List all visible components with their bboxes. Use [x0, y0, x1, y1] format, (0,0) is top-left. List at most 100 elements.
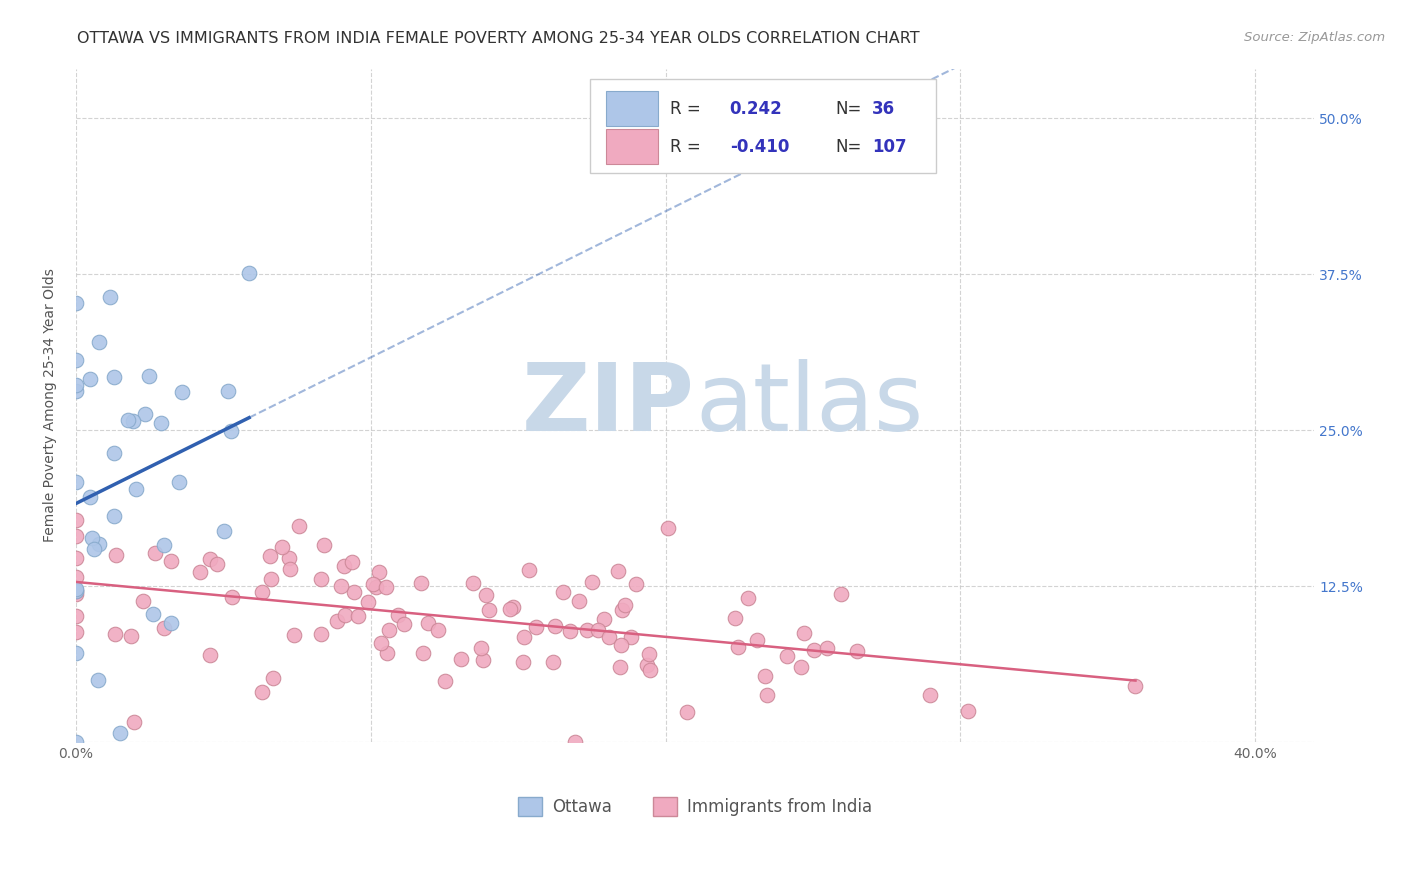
Text: N=: N=: [835, 137, 862, 155]
Point: [512, 630, 534, 644]
Point: [65, 378, 87, 392]
Point: [524, 620, 547, 634]
Point: [620, 630, 643, 644]
Point: [745, 633, 768, 648]
Point: [543, 655, 565, 669]
Point: [283, 628, 305, 642]
Point: [122, 715, 145, 730]
Point: [83, 542, 105, 557]
Point: [340, 555, 363, 569]
Point: [65, 512, 87, 526]
Point: [271, 540, 294, 554]
Point: [551, 584, 574, 599]
Text: OTTAWA VS IMMIGRANTS FROM INDIA FEMALE POVERTY AMONG 25-34 YEAR OLDS CORRELATION: OTTAWA VS IMMIGRANTS FROM INDIA FEMALE P…: [77, 31, 920, 46]
Text: ZIP: ZIP: [522, 359, 695, 451]
Point: [65, 582, 87, 596]
Point: [87, 673, 110, 687]
Point: [470, 640, 492, 655]
Text: N=: N=: [835, 100, 862, 118]
Point: [517, 563, 540, 577]
Point: [65, 646, 87, 660]
Point: [108, 726, 131, 740]
Point: [756, 688, 779, 702]
Point: [366, 580, 388, 594]
Point: [150, 417, 173, 431]
Point: [65, 608, 87, 623]
Point: [588, 623, 610, 637]
Point: [212, 524, 235, 538]
Point: [463, 575, 485, 590]
Point: [259, 549, 281, 564]
FancyBboxPatch shape: [606, 129, 658, 164]
Point: [676, 705, 699, 719]
Point: [200, 648, 222, 663]
Point: [138, 368, 160, 383]
Point: [65, 587, 87, 601]
Point: [418, 616, 440, 631]
Text: 0.242: 0.242: [730, 100, 782, 118]
Point: [624, 577, 647, 591]
Point: [65, 353, 87, 368]
Point: [280, 562, 302, 576]
Point: [368, 565, 391, 579]
Legend: Ottawa, Immigrants from India: Ottawa, Immigrants from India: [512, 790, 879, 822]
Point: [125, 482, 148, 496]
Point: [638, 647, 661, 661]
Point: [803, 643, 825, 657]
Point: [142, 607, 165, 622]
Point: [357, 594, 380, 608]
FancyBboxPatch shape: [589, 78, 936, 173]
Point: [427, 623, 450, 637]
Point: [311, 626, 333, 640]
Point: [609, 639, 631, 653]
Point: [221, 590, 243, 604]
Point: [575, 623, 598, 637]
Point: [262, 672, 284, 686]
Text: R =: R =: [671, 100, 702, 118]
Point: [190, 565, 212, 579]
Point: [103, 627, 125, 641]
Point: [754, 668, 776, 682]
Point: [593, 612, 616, 626]
Point: [65, 384, 87, 398]
Point: [333, 607, 356, 622]
Point: [217, 384, 239, 398]
Point: [409, 575, 432, 590]
Point: [131, 594, 153, 608]
Point: [160, 615, 183, 630]
Point: [609, 660, 631, 674]
Point: [613, 598, 636, 612]
Text: 36: 36: [872, 100, 896, 118]
Point: [830, 587, 852, 601]
Point: [412, 646, 434, 660]
Point: [65, 475, 87, 489]
Point: [65, 735, 87, 749]
Point: [370, 636, 392, 650]
Point: [98, 290, 121, 304]
Point: [815, 641, 838, 656]
Point: [581, 574, 603, 589]
Point: [920, 688, 942, 702]
Point: [330, 579, 353, 593]
Point: [167, 475, 190, 490]
Point: [65, 584, 87, 599]
Point: [117, 413, 139, 427]
Point: [252, 685, 274, 699]
Point: [260, 572, 283, 586]
Point: [564, 735, 586, 749]
Point: [512, 655, 534, 669]
Point: [65, 528, 87, 542]
Point: [378, 623, 401, 637]
Text: Source: ZipAtlas.com: Source: ZipAtlas.com: [1244, 31, 1385, 45]
Point: [610, 603, 633, 617]
Point: [387, 607, 409, 622]
Point: [790, 660, 813, 674]
Point: [502, 600, 524, 615]
Point: [134, 407, 156, 421]
Point: [65, 551, 87, 566]
Point: [657, 521, 679, 535]
Y-axis label: Female Poverty Among 25-34 Year Olds: Female Poverty Among 25-34 Year Olds: [44, 268, 58, 542]
Text: -0.410: -0.410: [730, 137, 789, 155]
Point: [598, 631, 620, 645]
Point: [1125, 679, 1147, 693]
